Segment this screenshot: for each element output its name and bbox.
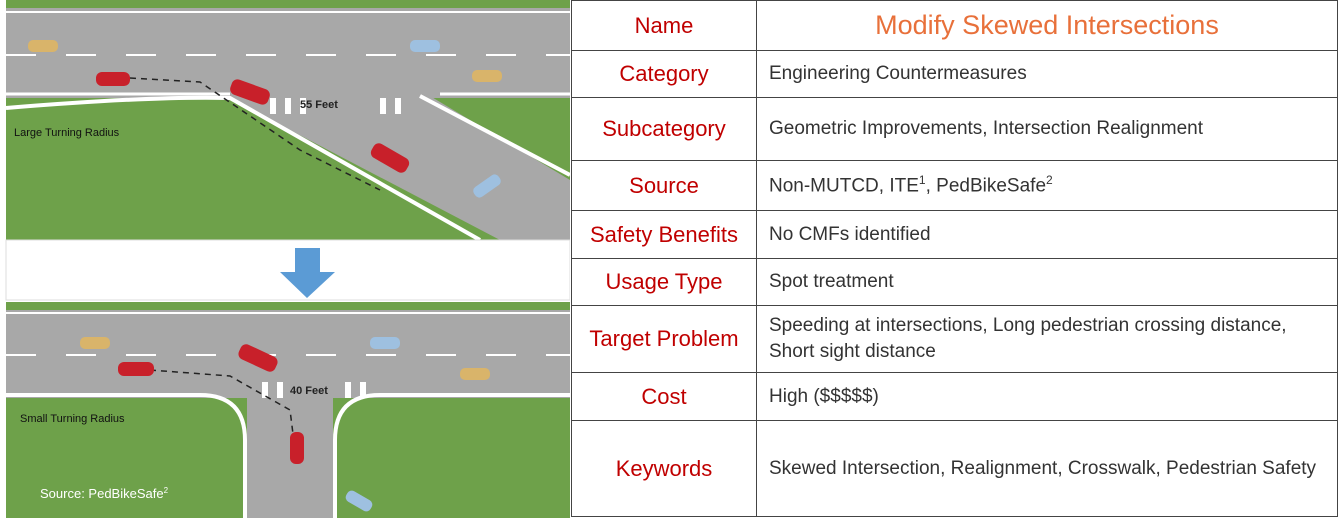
footnote-ref: 2 xyxy=(1046,173,1053,188)
row-value: Speeding at intersections, Long pedestri… xyxy=(756,305,1338,373)
row-value: No CMFs identified xyxy=(756,210,1338,259)
row-label: Safety Benefits xyxy=(571,210,757,259)
text: Non-MUTCD, ITE xyxy=(769,175,919,197)
row-label: Name xyxy=(571,0,757,51)
row-value: Modify Skewed Intersections xyxy=(756,0,1338,51)
row-value: Non-MUTCD, ITE1, PedBikeSafe2 xyxy=(756,160,1338,211)
footnote-ref: 1 xyxy=(918,173,926,188)
figure: 55 Feet Large Turning Radius 40 Feet Sma… xyxy=(5,0,570,518)
row-label: Source xyxy=(571,160,757,211)
row-label: Keywords xyxy=(571,420,757,517)
row-value: Engineering Countermeasures xyxy=(756,50,1338,98)
row-label: Target Problem xyxy=(571,305,757,373)
row-label: Subcategory xyxy=(571,97,757,161)
row-label: Usage Type xyxy=(571,258,757,306)
row-value: Spot treatment xyxy=(756,258,1338,306)
source-note: Source: PedBikeSafe2 xyxy=(40,486,169,501)
top-illustration: 55 Feet Large Turning Radius xyxy=(5,0,570,242)
row-label: Category xyxy=(571,50,757,98)
row-label: Cost xyxy=(571,372,757,421)
radius-label: Large Turning Radius xyxy=(14,127,120,139)
radius-label: Small Turning Radius xyxy=(20,413,125,425)
distance-label: 40 Feet xyxy=(290,385,328,397)
text: , PedBikeSafe xyxy=(925,175,1047,197)
footnote-ref: 2 xyxy=(164,486,169,495)
distance-label: 55 Feet xyxy=(300,99,338,111)
row-value: Geometric Improvements, Intersection Rea… xyxy=(756,97,1338,161)
source-text: Source: PedBikeSafe xyxy=(40,486,164,501)
row-value: Skewed Intersection, Realignment, Crossw… xyxy=(756,420,1338,517)
arrow xyxy=(280,248,335,298)
bottom-illustration: 40 Feet Small Turning Radius Source: Ped… xyxy=(6,302,570,518)
row-value: High ($$$$$) xyxy=(756,372,1338,421)
info-table: Name Modify Skewed Intersections Category… xyxy=(571,0,1338,517)
